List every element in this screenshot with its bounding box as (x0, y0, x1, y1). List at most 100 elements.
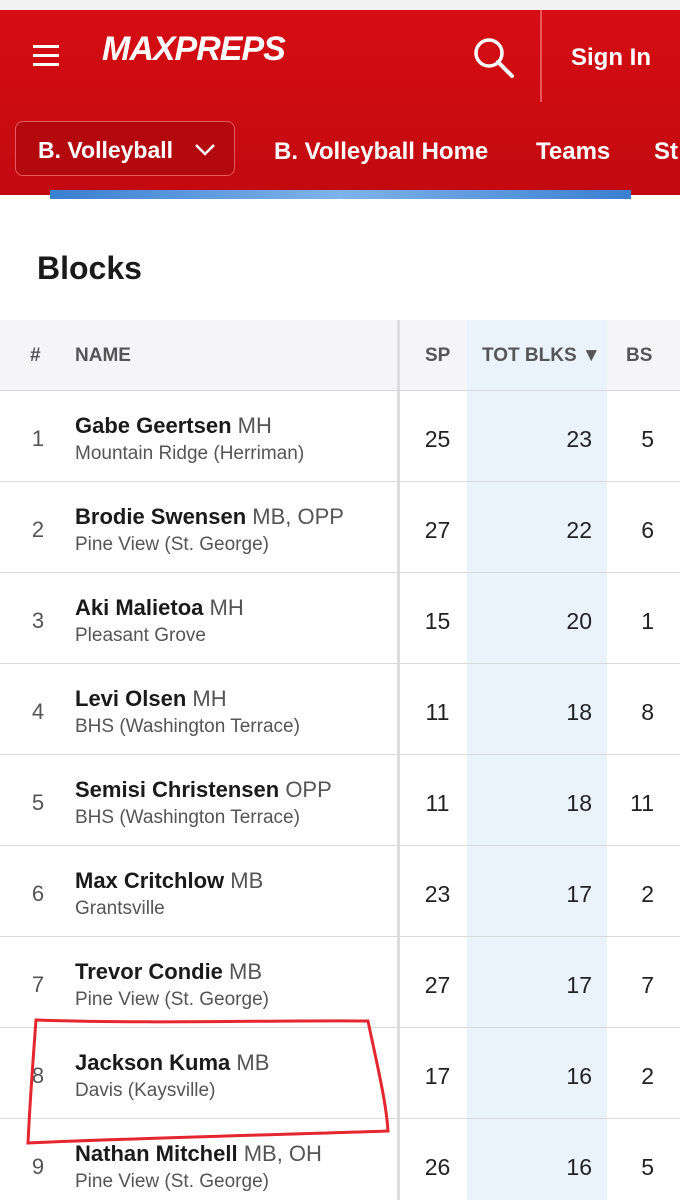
position: MB, OPP (252, 504, 344, 529)
row-divider (0, 390, 680, 391)
name[interactable]: Nathan Mitchell (75, 1141, 238, 1166)
tot-blks: 20 (566, 608, 592, 634)
name[interactable]: Levi Olsen (75, 686, 187, 711)
rank: 1 (31, 426, 45, 451)
player-name[interactable]: Jackson Kuma MB (75, 1050, 269, 1076)
player-name[interactable]: Levi Olsen MH (75, 686, 227, 712)
name[interactable]: Semisi Christensen (75, 777, 280, 802)
school[interactable]: Pine View (St. George) (75, 534, 269, 555)
sp: 26 (424, 1154, 451, 1180)
row-divider (0, 845, 680, 846)
sp: 27 (424, 517, 451, 543)
school[interactable]: Mountain Ridge (Herriman) (75, 443, 305, 464)
school[interactable]: Pleasant Grove (75, 625, 206, 646)
position: MH (209, 595, 244, 620)
school[interactable]: Pine View (St. George) (75, 989, 269, 1010)
column-header[interactable]: BS (626, 345, 653, 366)
column-header[interactable]: SP (425, 345, 451, 366)
name[interactable]: Brodie Swensen (75, 504, 247, 529)
row-divider (0, 572, 680, 573)
rank: 2 (31, 517, 45, 542)
position: MH (237, 413, 272, 438)
tot-blks: 17 (566, 881, 592, 907)
school[interactable]: Davis (Kaysville) (75, 1080, 216, 1101)
sp: 15 (424, 608, 451, 634)
rank: 9 (31, 1154, 45, 1179)
bs: 7 (641, 972, 654, 998)
column-divider (397, 320, 400, 1200)
search-icon[interactable] (472, 36, 516, 80)
tot-blks: 16 (566, 1063, 592, 1089)
rank: 3 (31, 608, 45, 633)
column-header[interactable]: TOT BLKS ▼ (482, 345, 601, 366)
nav-link[interactable]: Teams (536, 138, 611, 165)
tot-blks: 16 (566, 1154, 592, 1180)
row-divider (0, 936, 680, 937)
row-divider (0, 754, 680, 755)
column-header: NAME (75, 345, 131, 366)
tot-blks: 22 (566, 517, 592, 543)
player-name[interactable]: Gabe Geertsen MH (75, 413, 272, 439)
tot-blks: 18 (566, 790, 592, 816)
name[interactable]: Jackson Kuma (75, 1050, 231, 1075)
player-name[interactable]: Brodie Swensen MB, OPP (75, 504, 344, 530)
tot-blks: 23 (566, 426, 592, 452)
name[interactable]: Aki Malietoa (75, 595, 204, 620)
school[interactable]: BHS (Washington Terrace) (75, 716, 300, 737)
rank: 5 (31, 790, 45, 815)
school[interactable]: Pine View (St. George) (75, 1171, 269, 1192)
player-name[interactable]: Aki Malietoa MH (75, 595, 244, 621)
row-divider (0, 663, 680, 664)
row-divider (0, 481, 680, 482)
divider (540, 10, 542, 102)
name[interactable]: Max Critchlow (75, 868, 225, 893)
column-header: # (30, 345, 41, 366)
rank: 8 (31, 1063, 45, 1088)
position: MB, OH (243, 1141, 322, 1166)
player-name[interactable]: Semisi Christensen OPP (75, 777, 332, 803)
bs: 6 (641, 517, 654, 543)
chevron (195, 144, 215, 156)
school[interactable]: Grantsville (75, 898, 165, 919)
nav-link[interactable]: B. Volleyball Home (274, 138, 489, 165)
bs: 5 (641, 1154, 654, 1180)
bs: 2 (641, 1063, 654, 1089)
nav-link[interactable]: St (654, 138, 678, 165)
rank: 6 (31, 881, 45, 906)
sp: 27 (424, 972, 451, 998)
player-name[interactable]: Max Critchlow MB (75, 868, 263, 894)
rank: 7 (31, 972, 45, 997)
rank: 4 (31, 699, 45, 724)
bs: 8 (641, 699, 654, 725)
sport-label: B. Volleyball (38, 137, 174, 163)
row-divider (0, 1118, 680, 1119)
sorted-column (467, 320, 607, 1200)
ad-banner (50, 190, 631, 199)
sp: 11 (425, 699, 450, 725)
tot-blks: 18 (566, 699, 592, 725)
position: MB (236, 1050, 270, 1075)
row-divider (0, 1027, 680, 1028)
sp: 17 (424, 1063, 451, 1089)
position: MB (230, 868, 264, 893)
position: MH (192, 686, 227, 711)
bs: 1 (641, 608, 654, 634)
sp: 11 (425, 790, 450, 816)
position: MB (229, 959, 263, 984)
school[interactable]: BHS (Washington Terrace) (75, 807, 300, 828)
name[interactable]: Gabe Geertsen (75, 413, 232, 438)
logo[interactable]: MAXPREPS (102, 30, 286, 68)
player-name[interactable]: Nathan Mitchell MB, OH (75, 1141, 322, 1167)
sp: 25 (424, 426, 451, 452)
player-name[interactable]: Trevor Condie MB (75, 959, 262, 985)
bs: 5 (641, 426, 654, 452)
status-bar (0, 0, 680, 10)
menu-icon[interactable] (33, 44, 61, 68)
page-title: Blocks (37, 250, 142, 286)
sport-dropdown[interactable]: B. Volleyball (15, 121, 235, 176)
tot-blks: 17 (566, 972, 592, 998)
name[interactable]: Trevor Condie (75, 959, 223, 984)
bs: 2 (641, 881, 654, 907)
sign-in[interactable]: Sign In (571, 44, 651, 71)
